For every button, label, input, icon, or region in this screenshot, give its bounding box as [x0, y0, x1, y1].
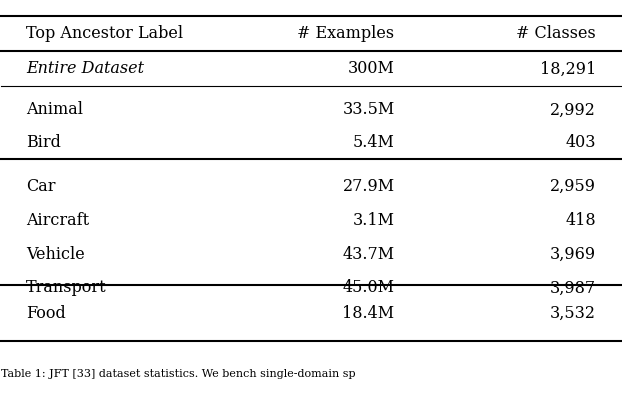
- Text: 33.5M: 33.5M: [342, 101, 394, 118]
- Text: # Classes: # Classes: [516, 25, 596, 42]
- Text: 3.1M: 3.1M: [353, 212, 394, 229]
- Text: 45.0M: 45.0M: [343, 279, 394, 296]
- Text: 3,532: 3,532: [550, 305, 596, 322]
- Text: 2,992: 2,992: [550, 101, 596, 118]
- Text: Top Ancestor Label: Top Ancestor Label: [26, 25, 183, 42]
- Text: 418: 418: [565, 212, 596, 229]
- Text: # Examples: # Examples: [297, 25, 394, 42]
- Text: Car: Car: [26, 178, 55, 195]
- Text: Entire Dataset: Entire Dataset: [26, 61, 144, 77]
- Text: 300M: 300M: [348, 61, 394, 77]
- Text: 27.9M: 27.9M: [343, 178, 394, 195]
- Text: Food: Food: [26, 305, 66, 322]
- Text: Bird: Bird: [26, 134, 61, 151]
- Text: Table 1: JFT [33] dataset statistics. We bench single-domain sp: Table 1: JFT [33] dataset statistics. We…: [1, 369, 356, 379]
- Text: 18,291: 18,291: [540, 61, 596, 77]
- Text: 403: 403: [565, 134, 596, 151]
- Text: 3,987: 3,987: [550, 279, 596, 296]
- Text: 3,969: 3,969: [550, 246, 596, 263]
- Text: 18.4M: 18.4M: [343, 305, 394, 322]
- Text: 2,959: 2,959: [550, 178, 596, 195]
- Text: Aircraft: Aircraft: [26, 212, 90, 229]
- Text: Animal: Animal: [26, 101, 83, 118]
- Text: 5.4M: 5.4M: [353, 134, 394, 151]
- Text: 43.7M: 43.7M: [343, 246, 394, 263]
- Text: Transport: Transport: [26, 279, 107, 296]
- Text: Vehicle: Vehicle: [26, 246, 85, 263]
